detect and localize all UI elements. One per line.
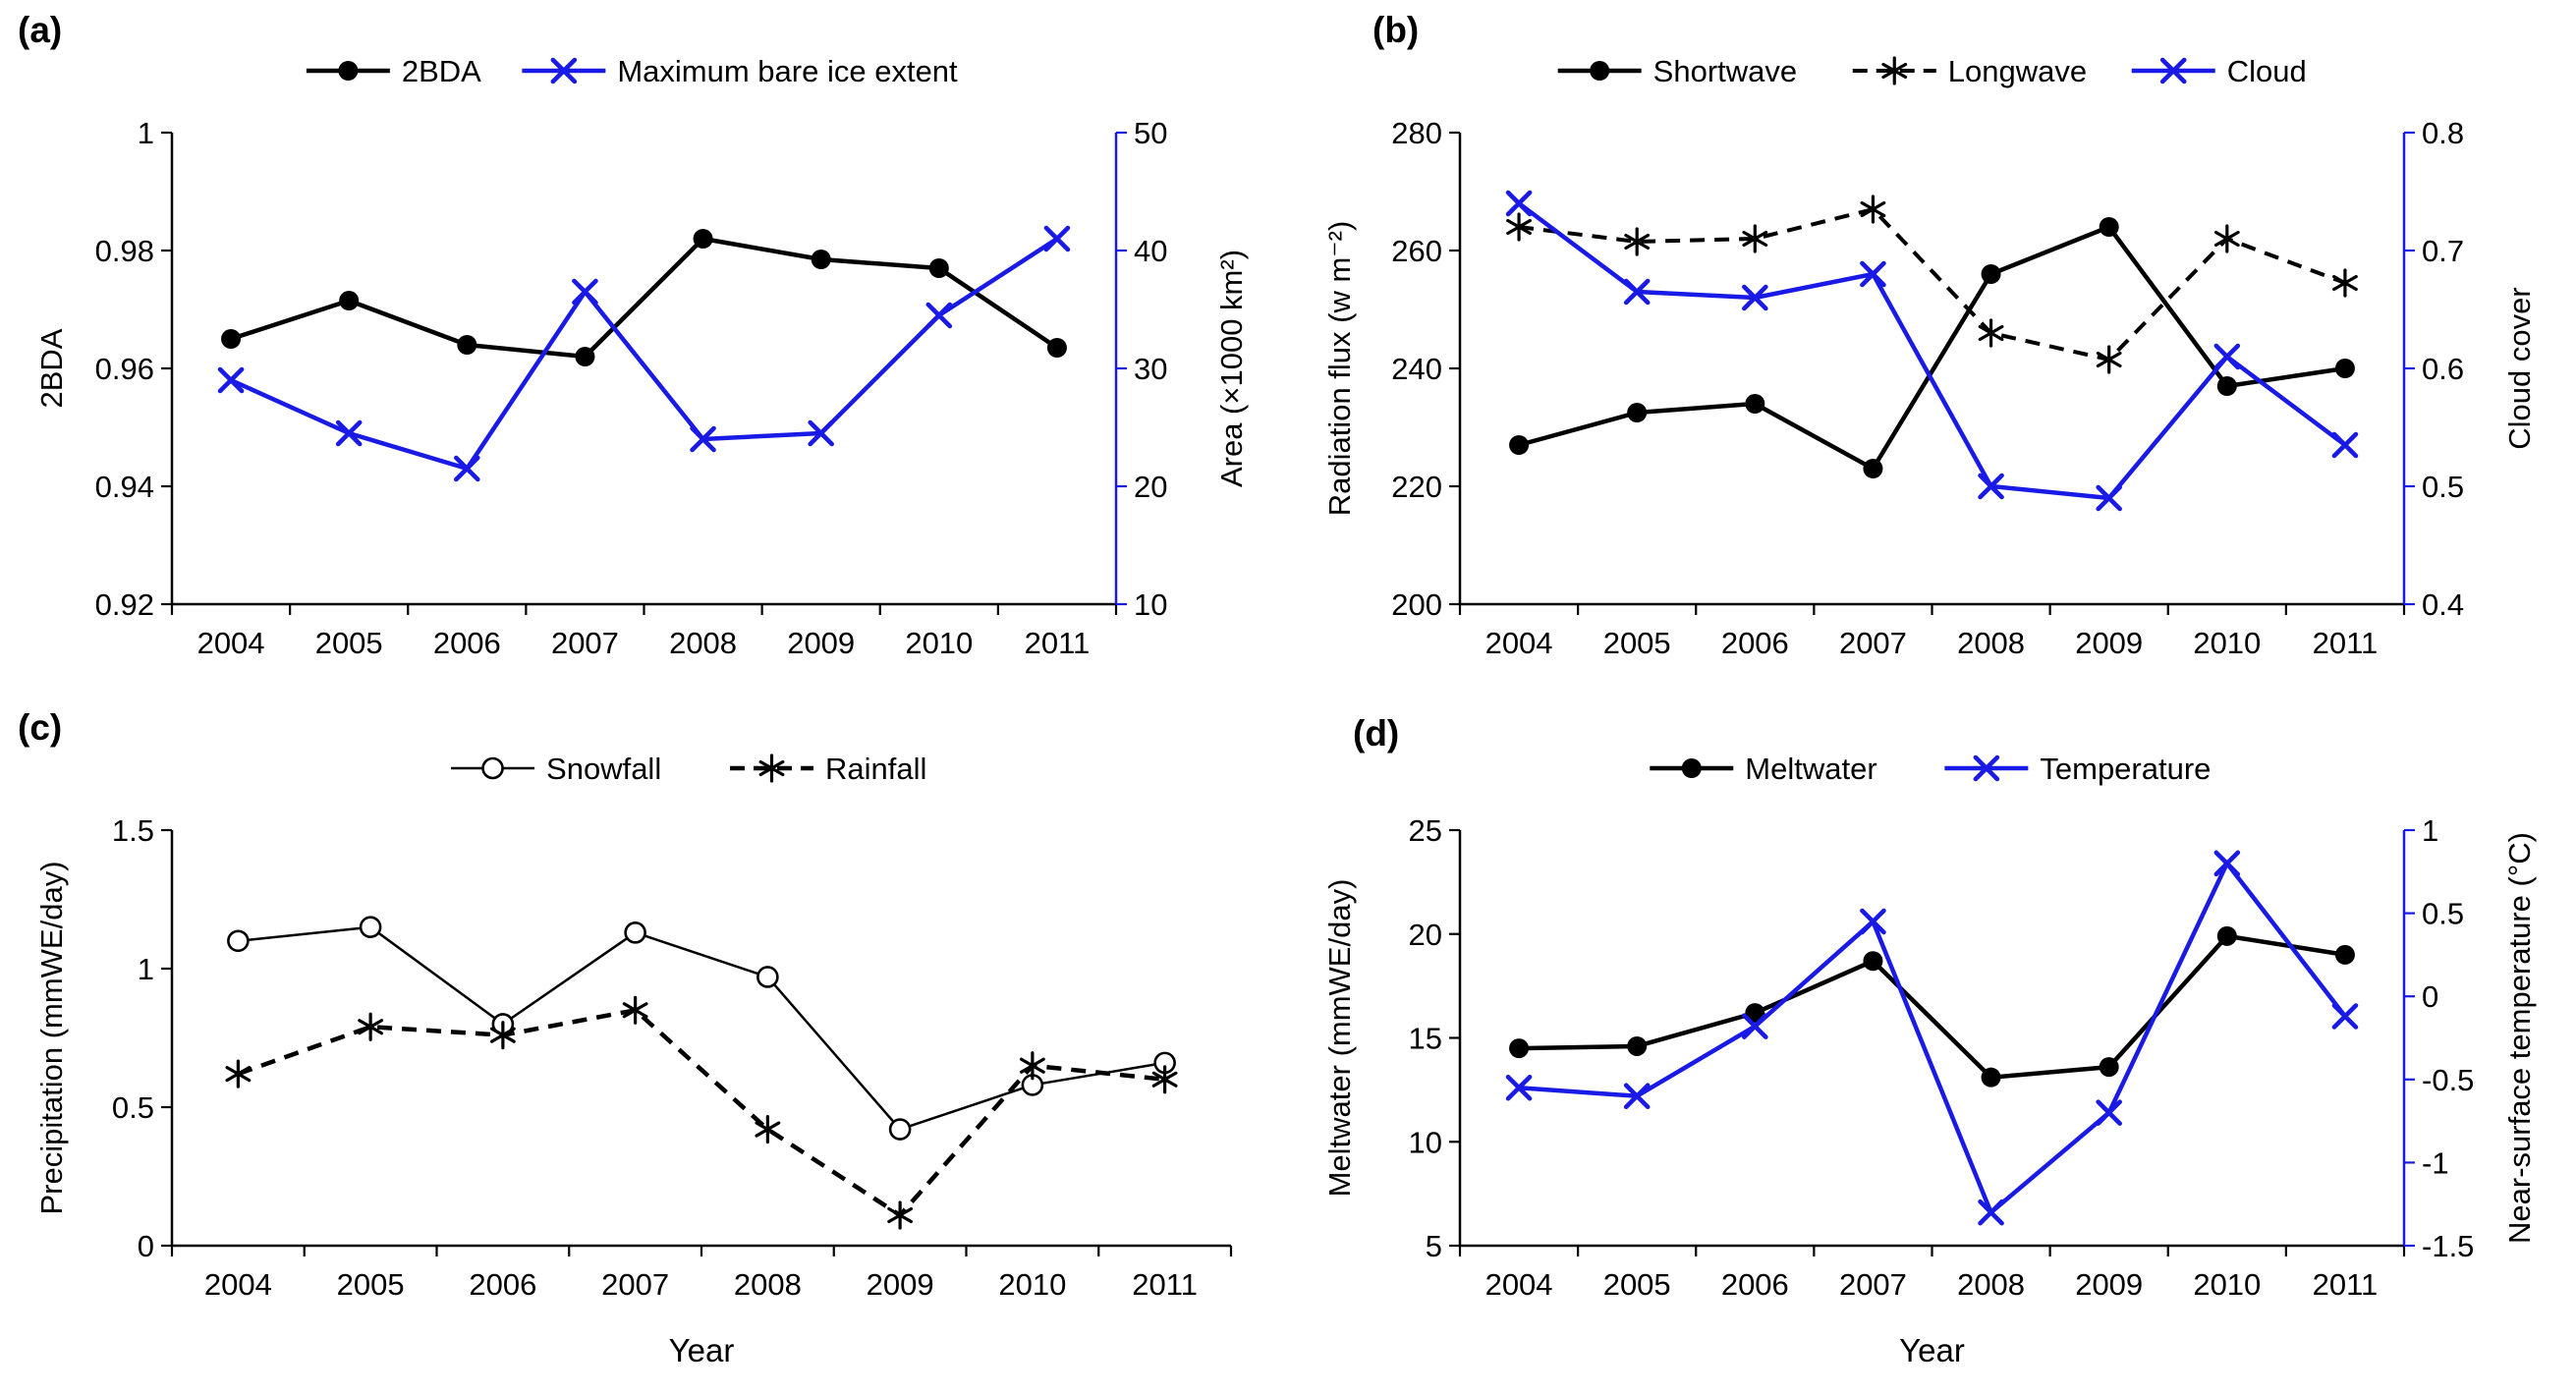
chart-a-canvas: 2004 2005 2006 2007 2008 2009 2010 20110.920.94…: [34, 54, 1249, 660]
svg-text:2011: 2011: [1025, 626, 1091, 660]
svg-text:Shortwave: Shortwave: [1653, 54, 1797, 88]
svg-text:2007: 2007: [1839, 1267, 1907, 1302]
svg-text:0.8: 0.8: [2422, 116, 2464, 150]
svg-text:-1.5: -1.5: [2422, 1229, 2474, 1263]
svg-text:2009: 2009: [2075, 626, 2143, 660]
svg-text:2010: 2010: [2193, 1267, 2261, 1302]
svg-text:1: 1: [2422, 813, 2438, 848]
svg-text:2006: 2006: [469, 1267, 536, 1302]
svg-text:0.5: 0.5: [112, 1090, 154, 1125]
svg-text:2011: 2011: [1132, 1267, 1198, 1302]
chart-c-canvas: 2004 2005 2006 2007 2008 2009 2010 2011 0 0.5 1 1.5…: [34, 752, 1233, 1368]
svg-text:-1: -1: [2422, 1145, 2449, 1180]
svg-text:2008: 2008: [1957, 1267, 2025, 1302]
svg-text:2006: 2006: [1721, 626, 1789, 660]
svg-text:Precipitation (mmWE/day): Precipitation (mmWE/day): [34, 861, 69, 1214]
svg-text:20: 20: [1409, 918, 1442, 952]
svg-text:10: 10: [1134, 587, 1167, 622]
svg-text:Year: Year: [669, 1332, 735, 1368]
svg-text:2004: 2004: [197, 626, 265, 660]
svg-text:20: 20: [1134, 470, 1167, 504]
panel-a: (a) 2004 2005 2006 2007 2008 2009 2010 2011 0.92…: [0, 0, 1288, 698]
panel-label-a: (a): [18, 10, 63, 50]
svg-text:5: 5: [1426, 1229, 1442, 1263]
svg-text:25: 25: [1409, 813, 1442, 848]
panel-c: (c) 2004 2005 2006 2007 2008 2009 2010 2011 0 0.5…: [0, 698, 1288, 1395]
svg-text:260: 260: [1391, 234, 1442, 268]
svg-text:Area (×1000 km²): Area (×1000 km²): [1214, 250, 1249, 487]
svg-text:Meltwater (mmWE/day): Meltwater (mmWE/day): [1322, 879, 1357, 1198]
svg-text:10: 10: [1409, 1125, 1442, 1159]
svg-text:0.5: 0.5: [2422, 470, 2464, 504]
svg-text:0: 0: [138, 1229, 154, 1263]
svg-text:1.5: 1.5: [112, 813, 154, 848]
svg-text:2010: 2010: [998, 1267, 1066, 1302]
svg-text:280: 280: [1391, 116, 1442, 150]
svg-text:2007: 2007: [601, 1267, 669, 1302]
svg-text:Cloud cover: Cloud cover: [2502, 287, 2537, 449]
svg-text:200: 200: [1391, 587, 1442, 622]
svg-text:2009: 2009: [2075, 1267, 2143, 1302]
panel-b: (b) 2004 2005 2006 2007 2008 2009 2010 2011 200 2…: [1288, 0, 2576, 698]
svg-text:2007: 2007: [1839, 626, 1907, 660]
svg-text:2BDA: 2BDA: [402, 54, 481, 88]
svg-text:0.92: 0.92: [95, 587, 154, 622]
svg-text:Longwave: Longwave: [1948, 54, 2087, 88]
svg-text:240: 240: [1391, 352, 1442, 386]
svg-text:0.96: 0.96: [95, 352, 154, 386]
svg-text:Snowfall: Snowfall: [546, 752, 661, 786]
svg-text:2BDA: 2BDA: [34, 328, 69, 408]
svg-text:Radiation flux (w m⁻²): Radiation flux (w m⁻²): [1322, 221, 1357, 517]
svg-text:0.6: 0.6: [2422, 352, 2464, 386]
svg-text:0.7: 0.7: [2422, 234, 2464, 268]
svg-text:2008: 2008: [1957, 626, 2025, 660]
svg-text:0.94: 0.94: [95, 470, 154, 504]
svg-text:2010: 2010: [905, 626, 973, 660]
svg-text:Maximum bare ice extent: Maximum bare ice extent: [617, 54, 958, 88]
panel-label-c: (c): [18, 707, 63, 748]
svg-text:0.4: 0.4: [2422, 587, 2464, 622]
svg-text:2010: 2010: [2193, 626, 2261, 660]
panel-label-d: (d): [1353, 713, 1400, 753]
svg-text:220: 220: [1391, 470, 1442, 504]
svg-text:1: 1: [138, 116, 154, 150]
svg-text:15: 15: [1409, 1022, 1442, 1056]
svg-text:2009: 2009: [787, 626, 855, 660]
panel-d: (d) 2004 2005 2006 2007 2008 2009 2010 2011 5 10 1…: [1288, 698, 2576, 1395]
svg-text:2005: 2005: [315, 626, 383, 660]
svg-text:2004: 2004: [1485, 626, 1553, 660]
chart-d-canvas: 2004 2005 2006 2007 2008 2009 2010 201151015202…: [1322, 752, 2537, 1368]
svg-text:2005: 2005: [1603, 626, 1671, 660]
svg-text:0.98: 0.98: [95, 234, 154, 268]
svg-text:0: 0: [2422, 979, 2438, 1014]
svg-text:2006: 2006: [433, 626, 501, 660]
svg-text:30: 30: [1134, 352, 1167, 386]
chart-b-canvas: 2004 2005 2006 2007 2008 2009 2010 2011 200 220 24…: [1322, 54, 2537, 660]
svg-text:2008: 2008: [734, 1267, 802, 1302]
svg-text:-0.5: -0.5: [2422, 1063, 2474, 1097]
svg-text:Rainfall: Rainfall: [825, 752, 926, 786]
svg-text:2008: 2008: [669, 626, 737, 660]
svg-text:2004: 2004: [1485, 1267, 1553, 1302]
svg-text:Year: Year: [1899, 1332, 1965, 1368]
svg-text:1: 1: [138, 952, 154, 986]
panel-label-b: (b): [1372, 10, 1420, 50]
svg-text:2006: 2006: [1721, 1267, 1789, 1302]
svg-text:2009: 2009: [867, 1267, 934, 1302]
svg-text:2004: 2004: [204, 1267, 272, 1302]
svg-text:2011: 2011: [2313, 1267, 2379, 1302]
svg-text:0.5: 0.5: [2422, 897, 2464, 931]
svg-text:2011: 2011: [2313, 626, 2379, 660]
svg-text:Cloud: Cloud: [2227, 54, 2307, 88]
svg-text:2005: 2005: [337, 1267, 405, 1302]
svg-text:40: 40: [1134, 234, 1167, 268]
svg-text:Near-surface temperature (°C): Near-surface temperature (°C): [2502, 832, 2537, 1244]
svg-text:Temperature: Temperature: [2040, 752, 2211, 786]
svg-text:Meltwater: Meltwater: [1745, 752, 1876, 786]
svg-text:50: 50: [1134, 116, 1167, 150]
svg-text:2005: 2005: [1603, 1267, 1671, 1302]
svg-text:2007: 2007: [551, 626, 619, 660]
